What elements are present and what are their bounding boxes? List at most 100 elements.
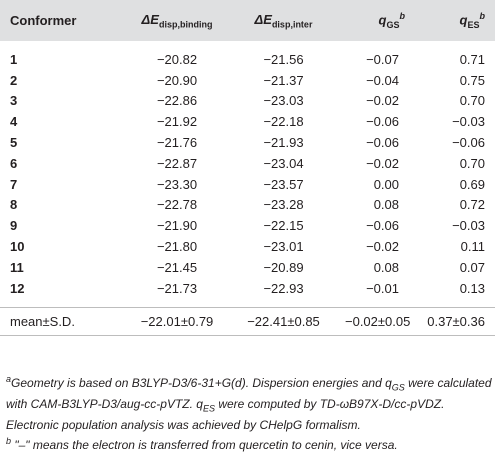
cell-q-es: 0.72 [459, 197, 485, 213]
cell-q-es: 0.07 [459, 259, 485, 275]
table-row: 12 −21.73 −22.93 −0.01 0.13 [0, 278, 495, 299]
header-delta-e-inter-main: ΔE [254, 11, 272, 27]
footnote-a-sub-es: ES [202, 403, 215, 414]
cell-q-gs: −0.07 [366, 51, 399, 67]
header-q-es-main: q [459, 12, 468, 28]
footnote-a: aGeometry is based on B3LYP-D3/6-31+G(d)… [6, 371, 492, 433]
footnote-a-text-1: Geometry is based on B3LYP-D3/6-31+G(d).… [11, 376, 392, 390]
cell-binding: −22.87 [156, 155, 198, 171]
cell-mean-inter: −22.41±0.85 [247, 313, 320, 329]
cell-q-es: 0.71 [459, 51, 485, 67]
cell-binding: −20.82 [156, 51, 198, 67]
cell-q-gs: 0.08 [373, 259, 399, 275]
table-row: 1 −20.82 −21.56 −0.07 0.71 [0, 49, 495, 70]
cell-q-es: 0.13 [459, 280, 485, 296]
footnote-a-sub-gs: GS [391, 382, 405, 393]
cell-conformer: 8 [10, 197, 18, 213]
cell-conformer: 1 [10, 51, 18, 67]
table-row: 10 −21.80 −23.01 −0.02 0.11 [0, 236, 495, 257]
cell-mean-q-gs: −0.02±0.05 [345, 313, 411, 329]
cell-inter: −23.04 [263, 155, 304, 171]
table-row: 11 −21.45 −20.89 0.08 0.07 [0, 257, 495, 278]
footnote-a-mark: a [6, 374, 12, 384]
header-delta-e-inter-sub: disp,inter [271, 19, 313, 30]
cell-inter: −23.57 [263, 176, 304, 192]
cell-q-es: 0.69 [459, 176, 485, 192]
cell-mean-q-es: 0.37±0.36 [427, 313, 485, 329]
footnote-b: b "–" means the electron is transferred … [6, 433, 492, 454]
cell-q-es: 0.70 [459, 93, 485, 109]
cell-q-gs: 0.08 [373, 197, 399, 213]
header-q-es-sup: b [479, 11, 486, 22]
table-row: 2 −20.90 −21.37 −0.04 0.75 [0, 70, 495, 91]
header-q-gs-sup: b [399, 11, 406, 22]
table-header-row: Conformer ΔEdisp,binding ΔEdisp,inter qG… [0, 0, 495, 41]
cell-conformer: 10 [10, 239, 25, 255]
cell-q-gs: −0.06 [366, 218, 399, 234]
cell-binding: −23.30 [156, 176, 198, 192]
cell-q-gs: −0.02 [366, 239, 399, 255]
table-row: 9 −21.90 −22.15 −0.06 −0.03 [0, 215, 495, 236]
cell-conformer: 3 [10, 93, 18, 109]
cell-inter: −21.37 [263, 72, 304, 88]
cell-inter: −20.89 [263, 259, 304, 275]
table-row: 5 −21.76 −21.93 −0.06 −0.06 [0, 132, 495, 153]
header-delta-e-binding-sub: disp,binding [158, 19, 213, 30]
mean-row: mean±S.D. −22.01±0.79 −22.41±0.85 −0.02±0.0… [0, 307, 495, 336]
cell-conformer: 9 [10, 218, 18, 234]
table-body: 1 −20.82 −21.56 −0.07 0.71 2 −20.90 −21.37 −0.0… [0, 41, 495, 336]
cell-conformer: 11 [10, 259, 24, 275]
cell-q-gs: −0.01 [366, 280, 399, 296]
cell-binding: −21.73 [156, 280, 198, 296]
cell-inter: −23.28 [263, 197, 304, 213]
header-q-es-sub: ES [467, 19, 480, 30]
cell-inter: −22.18 [263, 114, 304, 130]
cell-binding: −22.78 [156, 197, 198, 213]
cell-inter: −23.03 [263, 93, 304, 109]
header-delta-e-binding-main: ΔE [141, 11, 159, 27]
cell-inter: −23.01 [263, 239, 304, 255]
header-q-gs-main: q [378, 12, 387, 28]
table-row: 3 −22.86 −23.03 −0.02 0.70 [0, 91, 495, 112]
cell-q-gs: −0.02 [366, 155, 399, 171]
cell-q-gs: −0.02 [366, 93, 399, 109]
header-conformer: Conformer [10, 13, 77, 28]
cell-q-es: −0.03 [452, 218, 485, 234]
header-q-es: qESb [415, 0, 495, 41]
cell-binding: −21.45 [156, 259, 198, 275]
cell-q-gs: −0.06 [366, 135, 399, 151]
cell-q-es: 0.75 [459, 72, 485, 88]
cell-q-es: 0.11 [460, 239, 485, 255]
cell-q-gs: 0.00 [373, 176, 399, 192]
footnote-a-text-2: were calculated with CAM-B3LYP-D3/aug-cc… [6, 376, 492, 411]
cell-conformer: 12 [10, 280, 25, 296]
cell-q-es: 0.70 [459, 155, 485, 171]
table-row: 7 −23.30 −23.57 0.00 0.69 [0, 174, 495, 195]
cell-inter: −21.93 [263, 135, 304, 151]
cell-mean-label: mean±S.D. [10, 313, 75, 329]
cell-binding: −21.90 [156, 218, 198, 234]
table-row: 6 −22.87 −23.04 −0.02 0.70 [0, 153, 495, 174]
footnote-b-text: "–" means the electron is transferred fr… [11, 438, 398, 453]
cell-conformer: 5 [10, 135, 18, 151]
cell-conformer: 7 [10, 176, 18, 192]
cell-q-gs: −0.04 [366, 72, 399, 88]
cell-conformer: 4 [10, 114, 18, 130]
cell-inter: −22.93 [263, 280, 304, 296]
header-q-gs: qGSb [337, 0, 415, 41]
cell-mean-binding: −22.01±0.79 [140, 313, 214, 329]
cell-binding: −20.90 [156, 72, 198, 88]
table-row: 8 −22.78 −23.28 0.08 0.72 [0, 195, 495, 216]
header-q-gs-sub: GS [386, 19, 400, 30]
table-footnotes: aGeometry is based on B3LYP-D3/6-31+G(d)… [6, 371, 492, 454]
cell-binding: −21.92 [156, 114, 198, 130]
cell-inter: −22.15 [263, 218, 304, 234]
header-delta-e-inter: ΔEdisp,inter [230, 0, 337, 41]
cell-binding: −22.86 [156, 93, 198, 109]
cell-q-es: −0.06 [452, 135, 485, 151]
footnote-a-text-3: were computed by TD-ωB97X-D/cc-pVDZ. Ele… [6, 396, 445, 432]
cell-conformer: 2 [10, 72, 18, 88]
table-row: 4 −21.92 −22.18 −0.06 −0.03 [0, 111, 495, 132]
footnote-b-mark: b [6, 436, 12, 447]
